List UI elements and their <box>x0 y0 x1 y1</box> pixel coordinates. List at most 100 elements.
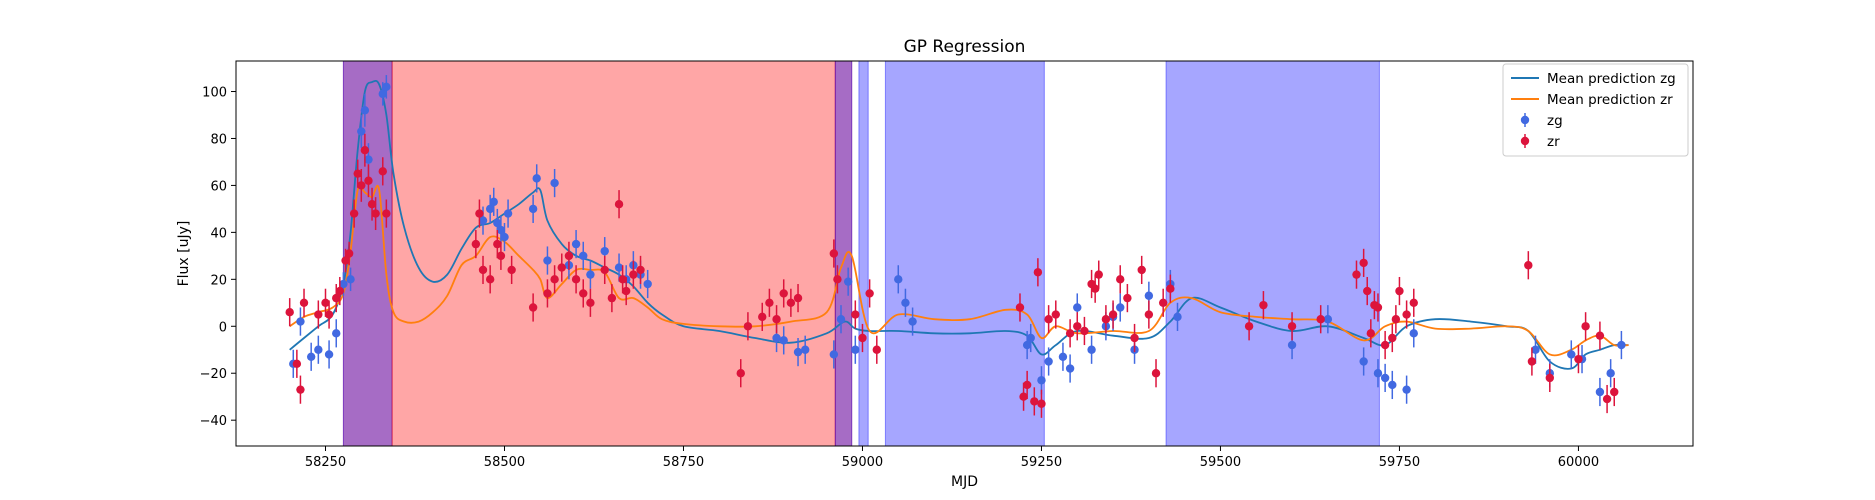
data-marker <box>485 204 495 214</box>
data-marker <box>1610 387 1619 397</box>
data-point-zg <box>779 326 788 355</box>
data-marker <box>1380 373 1390 383</box>
data-marker <box>1380 340 1390 350</box>
y-tick-label: 60 <box>210 179 227 194</box>
data-marker <box>600 246 609 256</box>
data-point-zg <box>1388 370 1397 400</box>
data-marker <box>475 209 484 218</box>
data-marker <box>1567 350 1576 359</box>
data-marker <box>1352 270 1361 279</box>
data-marker <box>829 350 839 359</box>
data-marker <box>765 298 774 307</box>
data-point-zr <box>1019 382 1028 411</box>
data-point-zr <box>344 241 354 266</box>
data-point-zr <box>1366 319 1376 348</box>
data-point-zr <box>371 197 380 231</box>
data-marker <box>349 209 359 218</box>
data-marker <box>851 345 860 354</box>
data-marker <box>353 169 362 178</box>
data-point-zg <box>1116 293 1125 322</box>
data-marker <box>478 265 488 275</box>
data-marker <box>758 312 767 322</box>
data-point-zr <box>1545 363 1555 393</box>
data-point-zg <box>306 342 316 371</box>
data-marker <box>865 289 874 298</box>
data-marker <box>1090 284 1100 293</box>
data-marker <box>1391 315 1401 324</box>
data-point-zg <box>586 260 595 289</box>
data-point-zr <box>586 288 595 317</box>
data-marker <box>1359 357 1368 366</box>
data-marker <box>1402 310 1411 319</box>
data-marker <box>1287 340 1297 350</box>
data-marker <box>332 293 341 303</box>
data-point-zr <box>622 276 631 306</box>
data-marker <box>586 270 595 279</box>
data-point-zr <box>528 293 538 322</box>
data-marker <box>1101 315 1111 324</box>
data-marker <box>786 298 796 307</box>
data-marker <box>1323 315 1333 324</box>
data-marker <box>550 178 559 188</box>
data-point-zg <box>908 307 917 336</box>
data-point-zr <box>321 288 330 317</box>
data-marker <box>872 345 881 354</box>
data-marker <box>1022 340 1032 350</box>
data-point-zr <box>779 279 788 308</box>
data-marker <box>371 209 380 218</box>
data-marker <box>357 181 366 190</box>
data-marker <box>1037 399 1046 408</box>
data-marker <box>1144 310 1154 319</box>
data-point-zg <box>1026 323 1035 353</box>
data-point-zr <box>378 157 387 186</box>
data-marker <box>357 127 366 136</box>
y-tick-label: 40 <box>210 226 227 241</box>
data-marker <box>306 352 316 361</box>
data-point-zr <box>357 168 366 202</box>
data-marker <box>364 176 373 185</box>
data-marker <box>894 275 903 284</box>
data-point-zr <box>557 253 566 282</box>
data-marker <box>1244 322 1254 331</box>
data-marker <box>1363 286 1372 296</box>
data-point-zg <box>485 194 495 223</box>
data-marker <box>550 275 559 284</box>
data-marker <box>643 279 652 289</box>
data-marker <box>1388 333 1397 343</box>
legend-label: zr <box>1547 134 1560 150</box>
data-marker <box>378 167 387 176</box>
data-marker <box>285 307 294 317</box>
data-marker <box>1581 322 1590 331</box>
x-tick-label: 59000 <box>842 455 883 470</box>
data-marker <box>528 303 538 312</box>
data-marker <box>1094 270 1103 279</box>
data-point-zr <box>1101 305 1111 334</box>
data-marker <box>296 385 305 394</box>
data-point-zr <box>1380 330 1390 360</box>
data-marker <box>500 232 509 242</box>
data-point-zr <box>1259 291 1268 320</box>
data-point-zg <box>357 114 366 148</box>
data-marker <box>1123 293 1132 303</box>
data-marker <box>1065 329 1075 338</box>
data-point-zg <box>532 164 541 193</box>
data-marker <box>503 209 513 218</box>
data-point-zg <box>829 340 839 369</box>
data-point-zr <box>285 298 294 327</box>
data-point-zr <box>607 284 617 313</box>
data-point-zr <box>496 241 506 270</box>
data-marker <box>1595 331 1605 340</box>
data-marker <box>299 298 309 307</box>
data-marker <box>528 204 538 214</box>
data-point-zg <box>528 194 538 223</box>
data-marker <box>1395 286 1404 296</box>
data-point-zg <box>1531 335 1540 364</box>
data-marker <box>496 225 506 235</box>
data-marker <box>1388 380 1397 390</box>
data-marker <box>1116 303 1125 312</box>
data-point-zr <box>1015 293 1025 322</box>
data-marker <box>1574 354 1583 364</box>
data-marker <box>793 347 803 357</box>
data-marker <box>736 369 745 378</box>
data-marker <box>367 200 377 209</box>
